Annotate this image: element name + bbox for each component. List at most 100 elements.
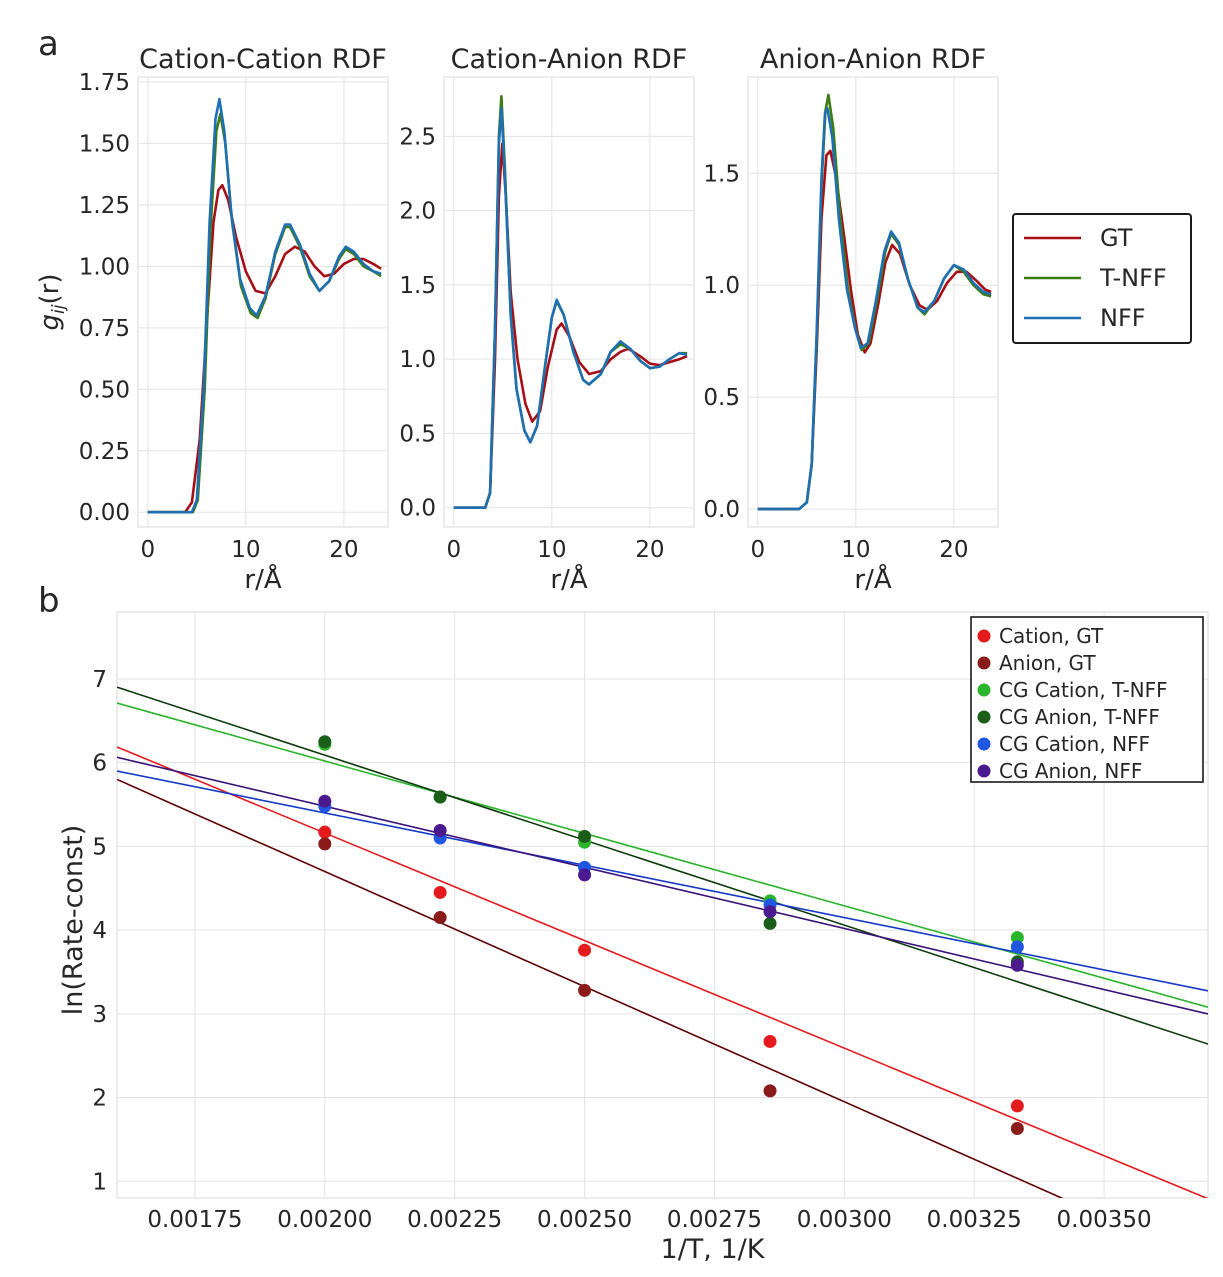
plot-area bbox=[747, 76, 999, 528]
point-cg-anion-nff bbox=[1010, 958, 1024, 972]
y-tick-label: 4 bbox=[92, 918, 107, 944]
point-anion-gt bbox=[763, 1084, 777, 1098]
point-cation-gt bbox=[1010, 1099, 1024, 1113]
y-tick-label: 7 bbox=[92, 667, 107, 693]
x-tick-label: 0.00275 bbox=[667, 1207, 762, 1233]
point-cg-anion-t-nff bbox=[763, 916, 777, 930]
legend-label-cg-cation-t-nff: CG Cation, T-NFF bbox=[999, 678, 1168, 702]
point-cg-anion-nff bbox=[433, 823, 447, 837]
rate-panel: 1 2 3 4 5 6 7 0.00175 0.00200 0.00225 0.00250 0.002… bbox=[58, 611, 1209, 1265]
y-tick-label: 0.0 bbox=[703, 497, 740, 523]
y-tick-label: 2 bbox=[92, 1086, 107, 1112]
y-tick-label: 3 bbox=[92, 1002, 107, 1028]
x-axis-label: r/Å bbox=[244, 563, 281, 595]
y-tick-label: 1.50 bbox=[79, 131, 130, 157]
rate-legend-frame bbox=[970, 616, 1204, 783]
point-cation-gt bbox=[433, 885, 447, 899]
rdf-title: Cation-Cation RDF bbox=[139, 44, 387, 75]
y-tick-label: 0.25 bbox=[79, 439, 130, 465]
point-cation-gt bbox=[318, 825, 332, 839]
x-tick-label: 0.00175 bbox=[147, 1207, 242, 1233]
point-anion-gt bbox=[318, 837, 332, 851]
x-tick-label: 0.00350 bbox=[1057, 1207, 1152, 1233]
plot-area bbox=[443, 76, 695, 528]
x-axis-label: 1/T, 1/K bbox=[661, 1234, 766, 1265]
y-tick-label: 0.5 bbox=[399, 421, 436, 447]
x-tick-label: 0 bbox=[140, 537, 155, 563]
y-tick-label: 2.5 bbox=[399, 124, 436, 150]
legend-marker-cg-anion-t-nff bbox=[977, 710, 991, 724]
rdf-title: Cation-Anion RDF bbox=[451, 44, 688, 75]
point-cg-anion-nff bbox=[318, 794, 332, 808]
fit-line-cg-cation-t-nff bbox=[117, 702, 1208, 1008]
y-tick-label: 0.00 bbox=[79, 500, 130, 526]
x-tick-label: 10 bbox=[841, 537, 870, 563]
rdf-panel-2: 0.0 0.5 1.0 1.5 2.0 2.5 0 10 20 Cation-Anion RDF r… bbox=[399, 44, 695, 595]
series-line-gt bbox=[453, 142, 688, 509]
rdf-panel-3: 0.0 0.5 1.0 1.5 0 10 20 Anion-Anion RDF r/Å bbox=[703, 44, 999, 595]
rdf-title: Anion-Anion RDF bbox=[760, 44, 986, 75]
legend-marker-anion-gt bbox=[977, 656, 991, 670]
x-tick-label: 20 bbox=[939, 537, 968, 563]
fit-line-cation-gt bbox=[117, 746, 1208, 1198]
y-tick-label: 2.0 bbox=[399, 199, 436, 225]
fit-line-cg-cation-nff bbox=[117, 770, 1208, 992]
legend-label-gt: GT bbox=[1100, 224, 1133, 252]
y-axis-label: gij(r) bbox=[35, 274, 69, 331]
x-tick-label: 0.00250 bbox=[537, 1207, 632, 1233]
y-tick-label: 0.0 bbox=[399, 496, 436, 522]
point-cg-anion-nff bbox=[578, 868, 592, 882]
point-cg-cation-t-nff bbox=[1010, 931, 1024, 945]
series-line-nff bbox=[757, 107, 992, 511]
y-tick-label: 0.50 bbox=[79, 377, 130, 403]
point-cg-anion-t-nff bbox=[578, 829, 592, 843]
series-line-nff bbox=[147, 97, 382, 514]
legend-marker-cg-anion-nff bbox=[977, 764, 991, 778]
x-tick-label: 10 bbox=[231, 537, 260, 563]
legend-label-cg-anion-nff: CG Anion, NFF bbox=[999, 759, 1142, 783]
y-tick-label: 0.5 bbox=[703, 385, 740, 411]
rate-legend: Cation, GT Anion, GT CG Cation, T-NFF CG An… bbox=[970, 616, 1204, 783]
x-tick-label: 10 bbox=[537, 537, 566, 563]
rdf-legend-frame bbox=[1012, 213, 1192, 344]
x-tick-label: 0.00225 bbox=[407, 1207, 502, 1233]
y-tick-label: 6 bbox=[92, 751, 107, 777]
y-axis-label: ln(Rate-const) bbox=[58, 825, 89, 1015]
y-tick-label: 1 bbox=[92, 1169, 107, 1195]
point-cation-gt bbox=[763, 1034, 777, 1048]
x-tick-label: 0.00200 bbox=[277, 1207, 372, 1233]
legend-marker-cation-gt bbox=[977, 629, 991, 643]
x-axis-label: r/Å bbox=[854, 563, 891, 595]
point-cg-anion-t-nff bbox=[318, 735, 332, 749]
point-cation-gt bbox=[578, 943, 592, 957]
legend-label-anion-gt: Anion, GT bbox=[999, 651, 1096, 675]
point-cg-anion-nff bbox=[763, 905, 777, 919]
legend-marker-cg-cation-t-nff bbox=[977, 683, 991, 697]
y-tick-label: 1.25 bbox=[79, 193, 130, 219]
point-anion-gt bbox=[1010, 1122, 1024, 1136]
y-tick-label: 1.00 bbox=[79, 254, 130, 280]
fit-line-anion-gt bbox=[117, 778, 1064, 1198]
fit-line-cg-anion-t-nff bbox=[117, 686, 1208, 1045]
point-cg-anion-t-nff bbox=[433, 790, 447, 804]
legend-label-nff: NFF bbox=[1100, 304, 1146, 332]
legend-label-tnff: T-NFF bbox=[1099, 264, 1167, 292]
y-tick-label: 1.75 bbox=[79, 70, 130, 96]
legend-label-cation-gt: Cation, GT bbox=[999, 624, 1104, 648]
point-cg-cation-nff bbox=[1010, 940, 1024, 954]
x-tick-label: 0.00300 bbox=[797, 1207, 892, 1233]
legend-label-cg-cation-nff: CG Cation, NFF bbox=[999, 732, 1150, 756]
panel-label-b: b bbox=[38, 581, 60, 621]
rdf-panel-1: 0.00 0.25 0.50 0.75 1.00 1.25 1.50 1.75 0 10 20 Cat… bbox=[35, 44, 389, 595]
x-tick-label: 0 bbox=[750, 537, 765, 563]
x-axis-label: r/Å bbox=[550, 563, 587, 595]
x-tick-label: 0 bbox=[446, 537, 461, 563]
panel-label-a: a bbox=[38, 24, 59, 64]
fit-line-cg-anion-nff bbox=[117, 756, 1208, 1015]
legend-label-cg-anion-t-nff: CG Anion, T-NFF bbox=[999, 705, 1160, 729]
x-tick-label: 20 bbox=[635, 537, 664, 563]
legend-marker-cg-cation-nff bbox=[977, 737, 991, 751]
y-tick-label: 1.0 bbox=[399, 347, 436, 373]
x-tick-label: 20 bbox=[329, 537, 358, 563]
